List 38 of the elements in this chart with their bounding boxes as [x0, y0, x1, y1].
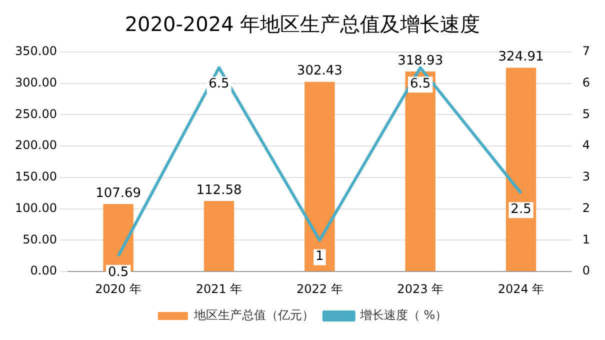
y2-tick-label: 3	[582, 170, 590, 184]
data-label: 107.69	[96, 186, 142, 201]
bar	[304, 82, 335, 272]
data-label: 1	[316, 249, 324, 264]
data-label: 318.93	[398, 53, 444, 68]
legend-label: 增长速度（ %）	[358, 308, 448, 322]
y-tick-label: 250.00	[14, 106, 57, 121]
bar	[506, 68, 536, 272]
y-tick-label: 50.00	[22, 232, 57, 246]
x-tick-label: 2020 年	[95, 282, 142, 296]
y-tick-label: 350.00	[14, 44, 57, 58]
y2-tick-label: 2	[582, 200, 590, 215]
y2-tick-label: 4	[582, 138, 590, 152]
bar	[204, 200, 234, 272]
data-label: 324.91	[498, 50, 544, 65]
x-tick-label: 2023 年	[397, 282, 444, 296]
bar	[405, 71, 436, 272]
legend-label: 地区生产总值（亿元）	[192, 308, 314, 322]
x-tick-label: 2021 年	[196, 282, 242, 296]
data-label: 0.5	[108, 264, 129, 280]
y2-tick-label: 1	[582, 232, 590, 246]
data-label: 112.58	[196, 182, 242, 198]
y-tick-label: 0.00	[30, 264, 57, 278]
data-label: 302.43	[296, 64, 342, 79]
y-tick-label: 100.00	[14, 200, 57, 215]
y2-tick-label: 5	[582, 106, 590, 121]
x-tick-label: 2022 年	[296, 282, 343, 296]
data-label: 6.5	[410, 76, 431, 92]
y-tick-label: 150.00	[14, 170, 57, 184]
y2-tick-label: 7	[582, 44, 590, 58]
y-tick-label: 200.00	[14, 138, 57, 152]
x-tick-label: 2024 年	[498, 282, 544, 296]
chart-title: 2020-2024 年地区生产总值及增长速度	[124, 12, 480, 36]
y2-tick-label: 6	[582, 75, 590, 90]
data-label: 2.5	[510, 202, 532, 218]
y-tick-label: 300.00	[14, 75, 57, 90]
data-label: 6.5	[208, 76, 230, 92]
y2-tick-label: 0	[582, 264, 590, 278]
